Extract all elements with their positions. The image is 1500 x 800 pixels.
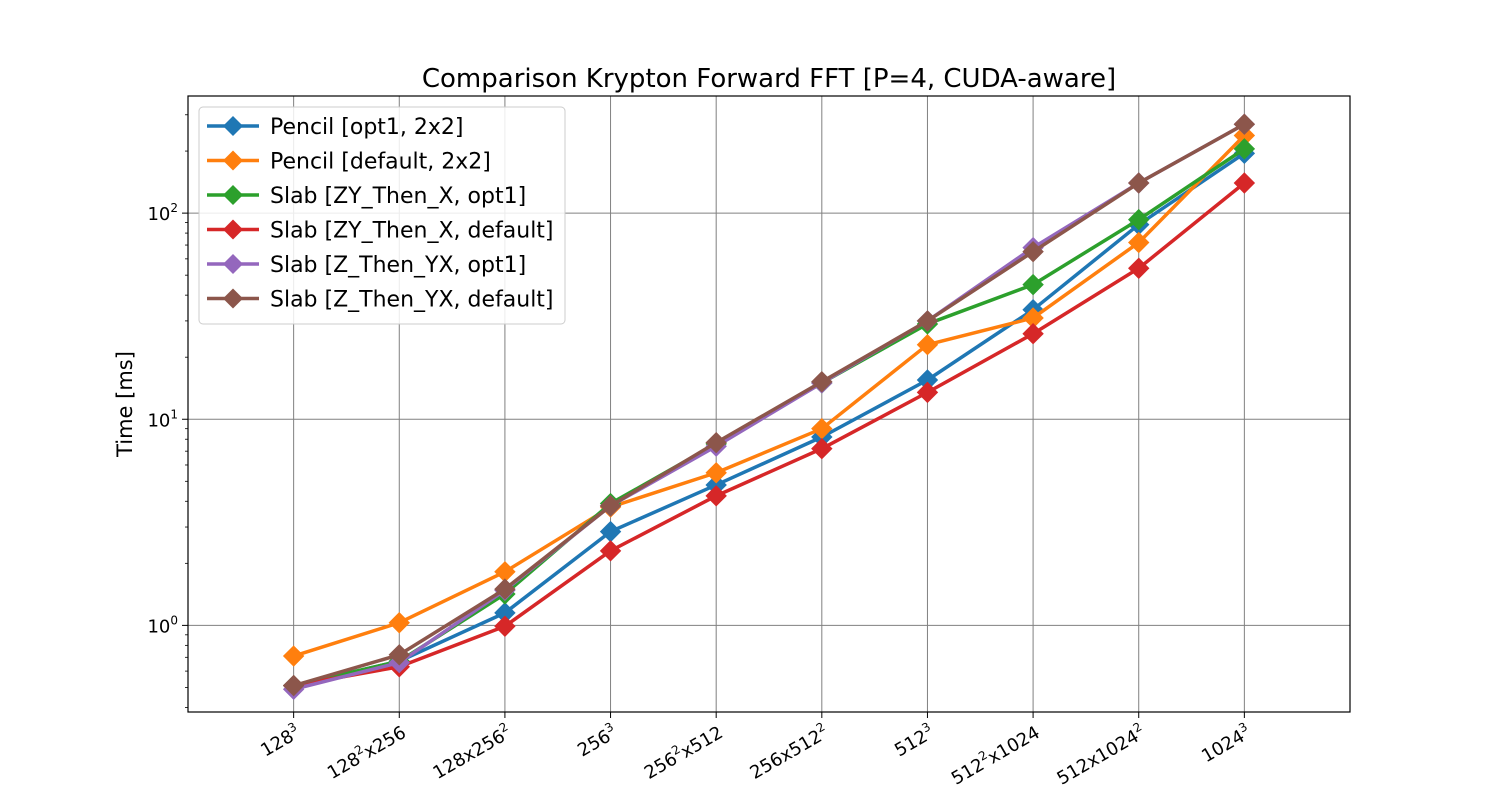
legend-label: Pencil [default, 2x2] bbox=[270, 150, 491, 175]
legend-swatch-marker bbox=[223, 150, 243, 171]
data-point bbox=[388, 612, 410, 634]
legend-swatch-marker bbox=[223, 116, 243, 136]
series-line bbox=[293, 122, 1246, 688]
data-point bbox=[1128, 208, 1150, 231]
y-tick-label: 101 bbox=[147, 407, 178, 431]
data-point bbox=[494, 615, 516, 637]
data-point bbox=[282, 674, 305, 697]
legend-swatch-marker bbox=[223, 254, 243, 274]
legend-label: Pencil [opt1, 2x2] bbox=[270, 115, 464, 140]
x-tick-label: 2563 bbox=[573, 720, 621, 762]
series-line bbox=[293, 151, 1246, 688]
data-point bbox=[1233, 138, 1256, 160]
data-point bbox=[1128, 172, 1150, 194]
data-point bbox=[811, 371, 833, 393]
y-axis-label: Time [ms] bbox=[113, 351, 137, 458]
chart-title: Comparison Krypton Forward FFT [P=4, CUD… bbox=[422, 64, 1116, 94]
legend-label: Slab [Z_Then_YX, opt1] bbox=[270, 253, 526, 278]
legend-item: Pencil [opt1, 2x2] bbox=[207, 115, 464, 140]
data-point bbox=[1128, 257, 1150, 279]
data-point bbox=[705, 485, 727, 507]
legend-item: Slab [Z_Then_YX, opt1] bbox=[207, 253, 526, 278]
data-point bbox=[1022, 240, 1044, 263]
data-point bbox=[916, 333, 939, 356]
data-point bbox=[494, 578, 516, 600]
data-point bbox=[916, 310, 939, 332]
data-point bbox=[1233, 172, 1256, 194]
y-tick-label: 102 bbox=[147, 201, 178, 225]
data-point bbox=[282, 645, 305, 667]
data-point bbox=[388, 644, 410, 666]
data-point bbox=[1022, 323, 1044, 345]
legend-label: Slab [Z_Then_YX, default] bbox=[270, 288, 554, 313]
data-point bbox=[1233, 113, 1256, 135]
legend-label: Slab [ZY_Then_X, default] bbox=[270, 219, 554, 244]
series-6 bbox=[282, 113, 1256, 697]
series-layer bbox=[282, 113, 1256, 700]
legend-item: Slab [ZY_Then_X, opt1] bbox=[207, 184, 526, 209]
legend-label: Slab [ZY_Then_X, opt1] bbox=[270, 184, 526, 209]
data-point bbox=[1022, 273, 1044, 296]
data-point bbox=[1128, 231, 1150, 254]
series-line bbox=[293, 181, 1246, 688]
data-point bbox=[599, 540, 622, 562]
legend-box bbox=[198, 106, 566, 325]
legend-item: Pencil [default, 2x2] bbox=[207, 150, 491, 175]
legend-swatch-marker bbox=[223, 219, 243, 240]
data-point bbox=[916, 381, 939, 404]
series-2 bbox=[282, 124, 1256, 667]
legend-swatch-marker bbox=[223, 185, 243, 205]
legend-swatch-marker bbox=[223, 288, 243, 309]
plot-frame bbox=[187, 95, 1351, 713]
data-point bbox=[705, 462, 727, 484]
legend-item: Slab [Z_Then_YX, default] bbox=[207, 288, 554, 313]
y-axis-ticks: 100 101 102 bbox=[147, 114, 188, 708]
data-point bbox=[811, 437, 833, 460]
legend-item: Slab [ZY_Then_X, default] bbox=[207, 219, 554, 244]
legend: Pencil [opt1, 2x2] Pencil [default, 2x2] S… bbox=[198, 106, 566, 325]
data-point bbox=[599, 495, 622, 517]
y-tick-label: 100 bbox=[147, 613, 178, 637]
data-point bbox=[705, 431, 727, 454]
series-line bbox=[293, 134, 1246, 658]
